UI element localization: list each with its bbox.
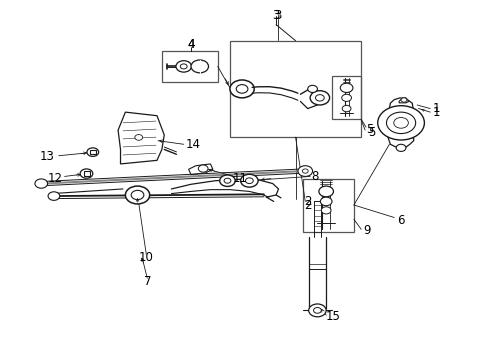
Bar bbox=[331, 76, 361, 119]
Polygon shape bbox=[118, 112, 164, 164]
Text: 2: 2 bbox=[304, 198, 311, 212]
Bar bbox=[229, 41, 361, 137]
Text: 4: 4 bbox=[187, 39, 194, 51]
Circle shape bbox=[131, 190, 143, 200]
Text: 10: 10 bbox=[139, 251, 153, 264]
Circle shape bbox=[393, 117, 407, 128]
Circle shape bbox=[236, 85, 247, 93]
Circle shape bbox=[313, 307, 321, 313]
Circle shape bbox=[240, 174, 258, 187]
Circle shape bbox=[340, 83, 352, 93]
Circle shape bbox=[229, 80, 254, 98]
Circle shape bbox=[342, 105, 350, 112]
Text: 1: 1 bbox=[432, 105, 439, 119]
Circle shape bbox=[308, 304, 325, 317]
Text: 14: 14 bbox=[185, 139, 201, 152]
Text: 13: 13 bbox=[40, 150, 55, 163]
Circle shape bbox=[307, 85, 317, 93]
Circle shape bbox=[315, 95, 324, 101]
Bar bbox=[302, 179, 353, 232]
Circle shape bbox=[297, 166, 312, 176]
Circle shape bbox=[377, 106, 424, 140]
Text: 15: 15 bbox=[325, 310, 340, 323]
Text: 4: 4 bbox=[187, 38, 194, 51]
Circle shape bbox=[80, 169, 93, 178]
Circle shape bbox=[400, 98, 406, 102]
Circle shape bbox=[321, 207, 330, 214]
Circle shape bbox=[302, 169, 307, 173]
Circle shape bbox=[224, 178, 230, 183]
Circle shape bbox=[180, 64, 187, 69]
Bar bbox=[162, 51, 217, 82]
Polygon shape bbox=[398, 98, 408, 103]
Bar bbox=[90, 150, 96, 154]
Polygon shape bbox=[188, 164, 212, 175]
Text: 9: 9 bbox=[363, 224, 370, 237]
Text: 2: 2 bbox=[304, 195, 311, 208]
Circle shape bbox=[176, 61, 191, 72]
Text: 5: 5 bbox=[366, 123, 373, 136]
Text: 5: 5 bbox=[367, 126, 375, 139]
Circle shape bbox=[309, 91, 329, 105]
Circle shape bbox=[386, 112, 415, 134]
Circle shape bbox=[318, 186, 333, 197]
Circle shape bbox=[219, 175, 235, 186]
Circle shape bbox=[395, 144, 405, 152]
Circle shape bbox=[198, 165, 207, 172]
Text: 3: 3 bbox=[273, 9, 281, 22]
Polygon shape bbox=[387, 98, 413, 148]
Text: 11: 11 bbox=[233, 172, 247, 185]
Circle shape bbox=[87, 148, 99, 157]
Circle shape bbox=[35, 179, 47, 188]
Circle shape bbox=[245, 178, 253, 184]
Circle shape bbox=[191, 60, 208, 73]
Circle shape bbox=[135, 135, 142, 140]
Text: 3: 3 bbox=[272, 9, 279, 22]
Text: 6: 6 bbox=[397, 213, 404, 226]
Circle shape bbox=[341, 94, 351, 102]
Text: 1: 1 bbox=[432, 102, 439, 115]
Text: 8: 8 bbox=[311, 170, 318, 183]
Text: 12: 12 bbox=[47, 172, 62, 185]
Circle shape bbox=[320, 197, 331, 206]
Circle shape bbox=[125, 186, 149, 204]
Text: 7: 7 bbox=[143, 275, 151, 288]
Bar bbox=[84, 171, 90, 176]
Circle shape bbox=[48, 192, 60, 201]
